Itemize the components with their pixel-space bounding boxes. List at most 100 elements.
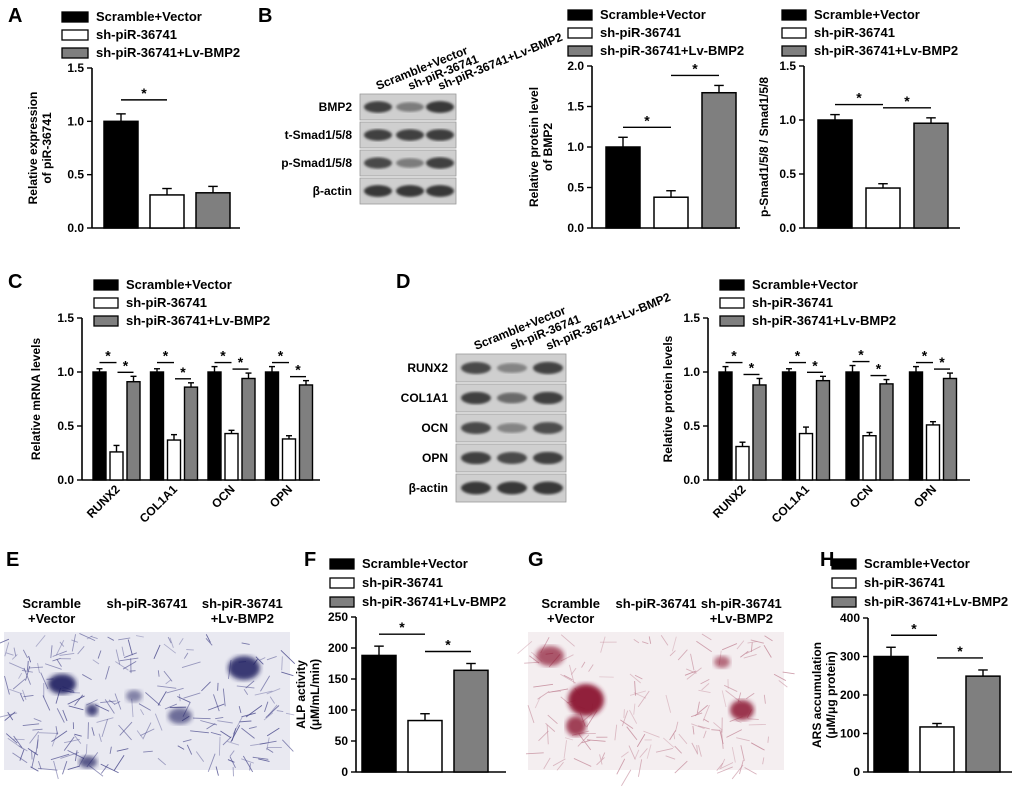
x-tick-label: OCN bbox=[847, 482, 876, 511]
cell bbox=[588, 664, 594, 672]
legend-h: Scramble+Vector sh-piR-36741 sh-piR-36741+… bbox=[831, 556, 1008, 609]
cell bbox=[178, 694, 181, 702]
cell bbox=[694, 704, 709, 717]
cell bbox=[55, 640, 65, 656]
blot-band bbox=[533, 422, 563, 434]
significance-star: * bbox=[795, 348, 801, 364]
cell bbox=[556, 761, 564, 771]
y-tick-label: 1.5 bbox=[567, 100, 584, 114]
cell bbox=[74, 750, 78, 762]
stain-nodule bbox=[714, 656, 730, 668]
cell bbox=[157, 670, 160, 677]
legend-swatch bbox=[329, 577, 355, 589]
cell bbox=[18, 745, 28, 752]
cell bbox=[85, 744, 88, 754]
cell bbox=[25, 665, 31, 681]
cell bbox=[269, 696, 275, 704]
cell bbox=[138, 703, 151, 711]
y-axis-label: Relative mRNA levels bbox=[29, 338, 43, 461]
cell bbox=[91, 727, 95, 736]
cell bbox=[750, 642, 753, 653]
cell bbox=[596, 757, 605, 766]
significance-star: * bbox=[692, 60, 698, 76]
cell bbox=[18, 672, 23, 679]
significance-star: * bbox=[105, 348, 111, 364]
blot-band bbox=[461, 421, 491, 435]
cell bbox=[100, 700, 117, 704]
cell bbox=[721, 690, 727, 708]
cell bbox=[266, 688, 281, 695]
cell bbox=[73, 734, 82, 744]
cell bbox=[31, 750, 33, 760]
stain-nodule bbox=[79, 756, 97, 768]
cell bbox=[31, 751, 36, 769]
cell bbox=[165, 679, 172, 685]
cell bbox=[222, 688, 226, 707]
legend-swatch bbox=[719, 315, 745, 327]
panel-label-c: C bbox=[8, 271, 22, 293]
cell bbox=[600, 636, 606, 653]
y-tick-label: 1.0 bbox=[567, 140, 584, 154]
cell bbox=[220, 730, 232, 739]
cell bbox=[665, 694, 672, 713]
cell bbox=[524, 661, 540, 664]
bar bbox=[264, 371, 280, 481]
cell bbox=[157, 757, 167, 766]
cell bbox=[230, 724, 241, 743]
legend-label: Scramble+Vector bbox=[600, 7, 706, 22]
cell bbox=[690, 653, 695, 671]
legend-swatch bbox=[781, 45, 807, 57]
cell bbox=[548, 688, 569, 693]
blot-band bbox=[461, 361, 491, 375]
legend-d: Scramble+Vector sh-piR-36741 sh-piR-36741+… bbox=[719, 277, 896, 328]
legend-a: Scramble+Vector sh-piR-36741 sh-piR-36741+… bbox=[61, 9, 240, 60]
legend-label: sh-piR-36741 bbox=[814, 25, 895, 40]
y-tick-label: 200 bbox=[840, 688, 860, 702]
bar bbox=[701, 91, 737, 229]
cell bbox=[12, 678, 26, 690]
cell bbox=[721, 643, 738, 651]
cell bbox=[12, 752, 28, 764]
significance-star: * bbox=[163, 348, 169, 364]
cell bbox=[698, 745, 702, 757]
cell bbox=[4, 675, 10, 695]
panel-label-g: G bbox=[528, 549, 544, 571]
x-tick-label: OPN bbox=[267, 482, 295, 510]
cell bbox=[119, 657, 139, 662]
legend-label: sh-piR-36741+Lv-BMP2 bbox=[814, 43, 958, 58]
cell bbox=[118, 724, 132, 741]
cell bbox=[42, 695, 51, 711]
cell bbox=[255, 656, 264, 665]
cell bbox=[731, 746, 736, 763]
y-tick-label: 0.0 bbox=[57, 473, 74, 487]
legend-b-bmp2: Scramble+Vector sh-piR-36741 sh-piR-36741+… bbox=[567, 7, 744, 58]
cell bbox=[11, 654, 18, 660]
cell bbox=[702, 704, 710, 722]
cell bbox=[163, 670, 173, 682]
bar bbox=[166, 439, 182, 481]
legend-swatch bbox=[831, 558, 857, 570]
cell bbox=[67, 695, 85, 705]
legend-swatch bbox=[567, 9, 593, 21]
micrograph-background bbox=[4, 632, 290, 770]
y-tick-label: 1.0 bbox=[779, 113, 796, 127]
significance-star: * bbox=[278, 348, 284, 364]
y-tick-label: 0.5 bbox=[779, 167, 796, 181]
cell bbox=[23, 667, 31, 685]
blot-band bbox=[426, 157, 454, 169]
legend-label: sh-piR-36741 bbox=[864, 575, 945, 590]
cell bbox=[19, 749, 25, 761]
blot-row-label: OPN bbox=[422, 451, 448, 465]
cell bbox=[750, 742, 765, 751]
y-axis-label: ALP activity bbox=[294, 660, 308, 729]
micrograph-caption: sh-piR-36741 bbox=[616, 596, 697, 611]
cell bbox=[121, 646, 125, 657]
cell bbox=[143, 750, 153, 753]
western-blot-d: Scramble+Vectorsh-piR-36741sh-piR-36741+… bbox=[401, 290, 673, 503]
cell bbox=[71, 634, 76, 652]
significance-star: * bbox=[922, 348, 928, 364]
blot-band bbox=[497, 392, 527, 404]
legend-swatch bbox=[719, 297, 745, 309]
cell bbox=[104, 699, 115, 714]
